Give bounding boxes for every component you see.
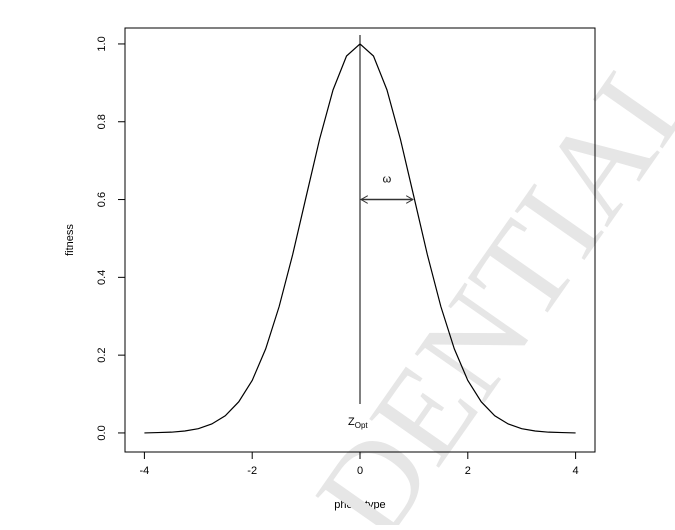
y-axis-label: fitness bbox=[64, 224, 76, 256]
x-axis-label: phenotype bbox=[334, 499, 385, 511]
x-tick-label: -2 bbox=[247, 465, 257, 477]
y-tick-label: 0.0 bbox=[96, 425, 108, 440]
width-label: ω bbox=[383, 173, 392, 185]
y-tick-label: 0.4 bbox=[96, 270, 108, 285]
y-tick-label: 0.8 bbox=[96, 114, 108, 129]
x-tick-label: 4 bbox=[573, 465, 579, 477]
y-tick-label: 1.0 bbox=[96, 36, 108, 51]
x-tick-label: 0 bbox=[357, 465, 363, 477]
optimum-subscript: Opt bbox=[355, 421, 369, 430]
x-tick-label: -4 bbox=[140, 465, 150, 477]
optimum-label: ZOpt bbox=[348, 416, 368, 430]
x-tick-label: 2 bbox=[465, 465, 471, 477]
y-tick-label: 0.2 bbox=[96, 347, 108, 362]
optimum-symbol: Z bbox=[348, 416, 355, 428]
y-tick-label: 0.6 bbox=[96, 192, 108, 207]
watermark: DENTIAL bbox=[289, 20, 675, 525]
